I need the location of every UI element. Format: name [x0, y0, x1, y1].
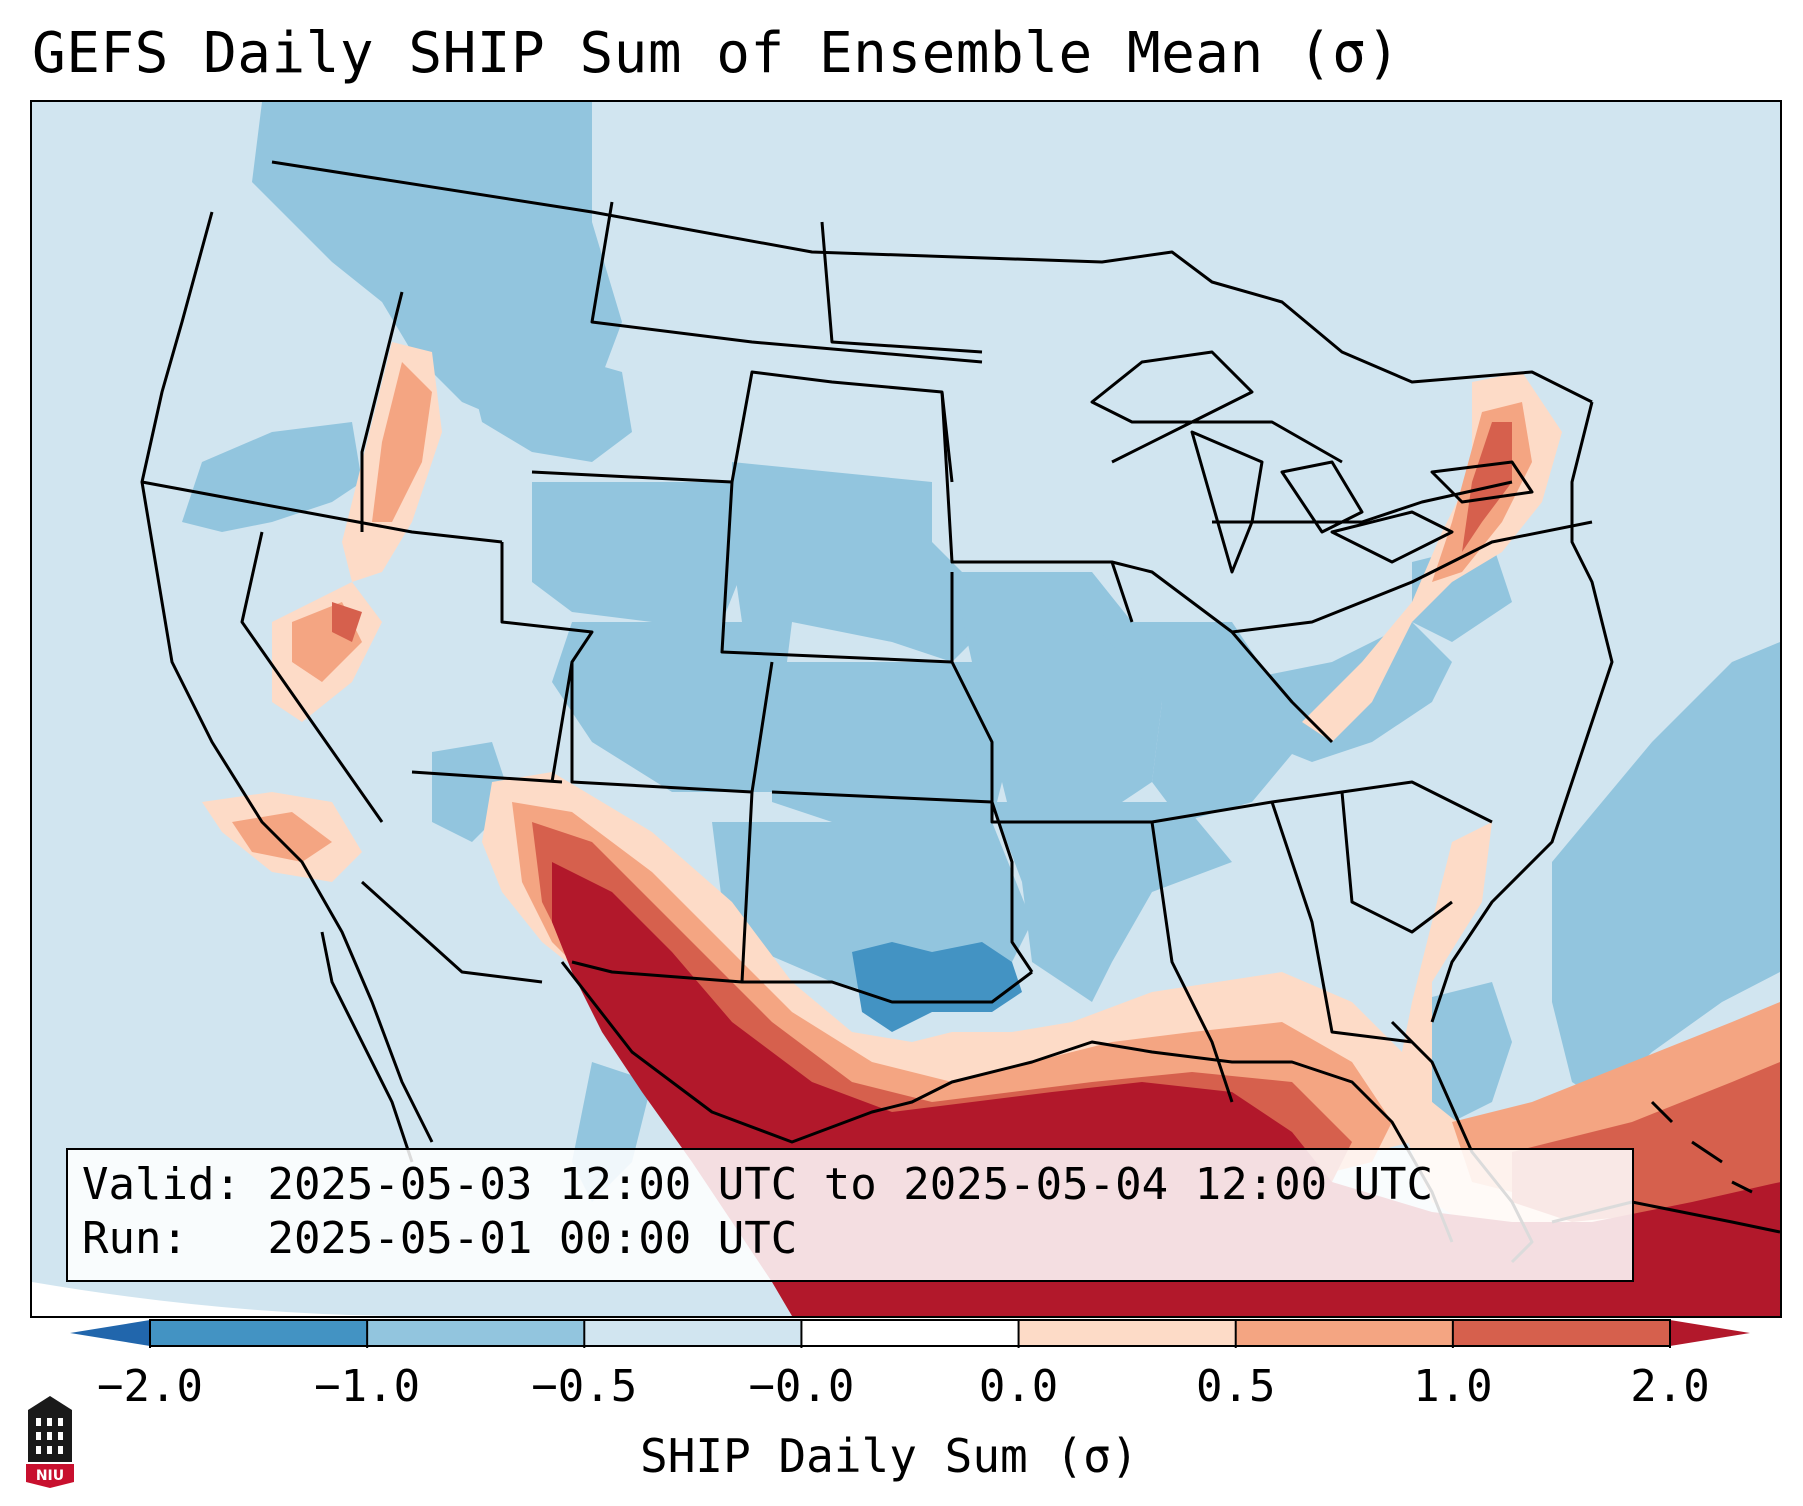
colorbar-bin — [1452, 1320, 1671, 1346]
colorbar-bin — [801, 1320, 1020, 1346]
colorbar-tick-label: 0.5 — [1195, 1361, 1276, 1412]
colorbar-under-arrow — [70, 1320, 150, 1346]
colorbar-bin — [1235, 1320, 1454, 1346]
valid-value: 2025-05-03 12:00 UTC to 2025-05-04 12:00… — [267, 1159, 1434, 1210]
colorbar-label: SHIP Daily Sum (σ) — [640, 1429, 1139, 1483]
strong-negative-region — [852, 942, 1022, 1032]
colorbar-bin — [584, 1320, 802, 1346]
colorbar-tick-label: 2.0 — [1630, 1361, 1710, 1412]
colorbar-bins — [150, 1320, 1671, 1346]
colorbar-over-arrow — [1670, 1320, 1750, 1346]
niu-logo-text: NIU — [36, 1468, 64, 1484]
ship-anomaly-map — [32, 102, 1780, 1316]
info-box: Valid: 2025-05-03 12:00 UTC to 2025-05-0… — [66, 1148, 1634, 1282]
chart-title: GEFS Daily SHIP Sum of Ensemble Mean (σ) — [32, 21, 1401, 86]
valid-label: Valid: — [82, 1159, 241, 1210]
run-label: Run: — [82, 1213, 188, 1264]
colorbar-tick-label: −0.5 — [531, 1361, 638, 1412]
colorbar-tick-label: 0.0 — [978, 1361, 1059, 1412]
colorbar-tick-label: −2.0 — [97, 1361, 203, 1412]
colorbar-bin — [1018, 1320, 1237, 1346]
negative-anomaly-regions — [182, 102, 1780, 1202]
niu-logo: NIU — [26, 1396, 74, 1488]
colorbar-tick-label: −0.0 — [748, 1361, 855, 1412]
colorbar — [70, 1319, 1750, 1348]
colorbar-tick-label: −1.0 — [314, 1361, 421, 1412]
map-panel — [30, 100, 1782, 1318]
colorbar-bin — [367, 1320, 585, 1346]
run-value: 2025-05-01 00:00 UTC — [267, 1213, 798, 1264]
colorbar-bin — [150, 1320, 368, 1346]
colorbar-tick-label: 1.0 — [1413, 1361, 1493, 1412]
